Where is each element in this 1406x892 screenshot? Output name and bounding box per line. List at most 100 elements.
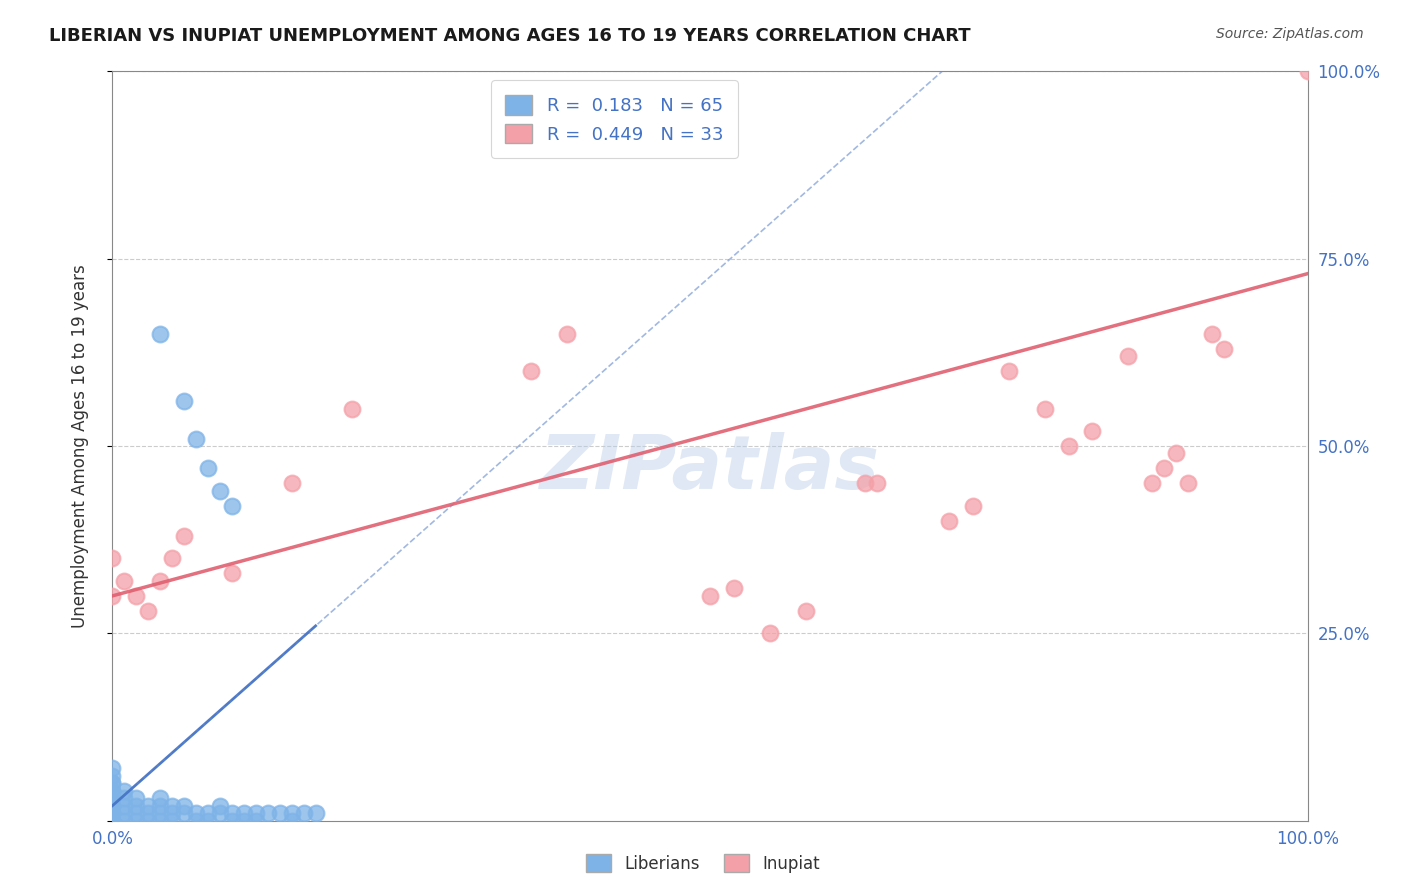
Point [221,566,243,581]
Point [101,551,124,566]
Text: LIBERIAN VS INUPIAT UNEMPLOYMENT AMONG AGES 16 TO 19 YEARS CORRELATION CHART: LIBERIAN VS INUPIAT UNEMPLOYMENT AMONG A… [49,27,970,45]
Point [149,791,172,805]
Point [292,806,315,821]
Point [221,806,243,821]
Point [233,814,256,828]
Point [101,806,124,821]
Point [101,798,124,813]
Point [125,798,148,813]
Point [101,761,124,775]
Point [114,791,135,805]
Legend: Liberians, Inupiat: Liberians, Inupiat [579,847,827,880]
Point [101,814,124,828]
Point [759,626,782,640]
Text: ZIPatlas: ZIPatlas [540,432,880,505]
Point [162,551,183,566]
Point [114,574,135,588]
Point [125,589,148,603]
Point [101,791,124,805]
Point [149,574,172,588]
Point [162,798,183,813]
Point [555,326,578,341]
Point [101,783,124,797]
Point [938,514,960,528]
Point [138,814,160,828]
Point [138,604,160,618]
Point [101,776,124,790]
Point [101,814,124,828]
Point [114,814,135,828]
Point [1177,476,1199,491]
Point [101,814,124,828]
Point [173,394,195,409]
Point [149,798,172,813]
Legend: R =  0.183   N = 65, R =  0.449   N = 33: R = 0.183 N = 65, R = 0.449 N = 33 [491,80,738,158]
Point [197,806,219,821]
Point [1118,349,1140,363]
Point [1057,439,1080,453]
Point [209,483,232,498]
Point [101,798,124,813]
Point [186,814,208,828]
Point [866,476,889,491]
Point [245,814,267,828]
Point [101,589,124,603]
Point [305,806,328,821]
Point [1142,476,1164,491]
Point [138,806,160,821]
Point [101,776,124,790]
Point [855,476,877,491]
Point [101,814,124,828]
Point [101,769,124,783]
Point [149,806,172,821]
Point [114,806,135,821]
Y-axis label: Unemployment Among Ages 16 to 19 years: Unemployment Among Ages 16 to 19 years [70,264,89,628]
Point [114,783,135,797]
Point [101,814,124,828]
Point [699,589,721,603]
Point [257,806,280,821]
Point [149,326,172,341]
Point [173,806,195,821]
Point [281,806,304,821]
Point [125,791,148,805]
Point [114,798,135,813]
Point [209,806,232,821]
Point [520,364,543,378]
Point [149,814,172,828]
Point [101,783,124,797]
Point [233,806,256,821]
Point [138,798,160,813]
Point [1033,401,1056,416]
Point [1166,446,1188,460]
Text: Source: ZipAtlas.com: Source: ZipAtlas.com [1216,27,1364,41]
Point [269,806,291,821]
Point [209,798,232,813]
Point [281,814,304,828]
Point [340,401,363,416]
Point [998,364,1021,378]
Point [1213,342,1236,356]
Point [101,814,124,828]
Point [162,806,183,821]
Point [1201,326,1223,341]
Point [101,814,124,828]
Point [173,529,195,543]
Point [173,798,195,813]
Point [101,806,124,821]
Point [186,432,208,446]
Point [245,806,267,821]
Point [1296,64,1319,78]
Point [794,604,817,618]
Point [962,499,984,513]
Point [723,582,745,596]
Point [221,499,243,513]
Point [197,814,219,828]
Point [197,461,219,475]
Point [125,814,148,828]
Point [186,806,208,821]
Point [125,806,148,821]
Point [101,814,124,828]
Point [281,476,304,491]
Point [1081,424,1104,438]
